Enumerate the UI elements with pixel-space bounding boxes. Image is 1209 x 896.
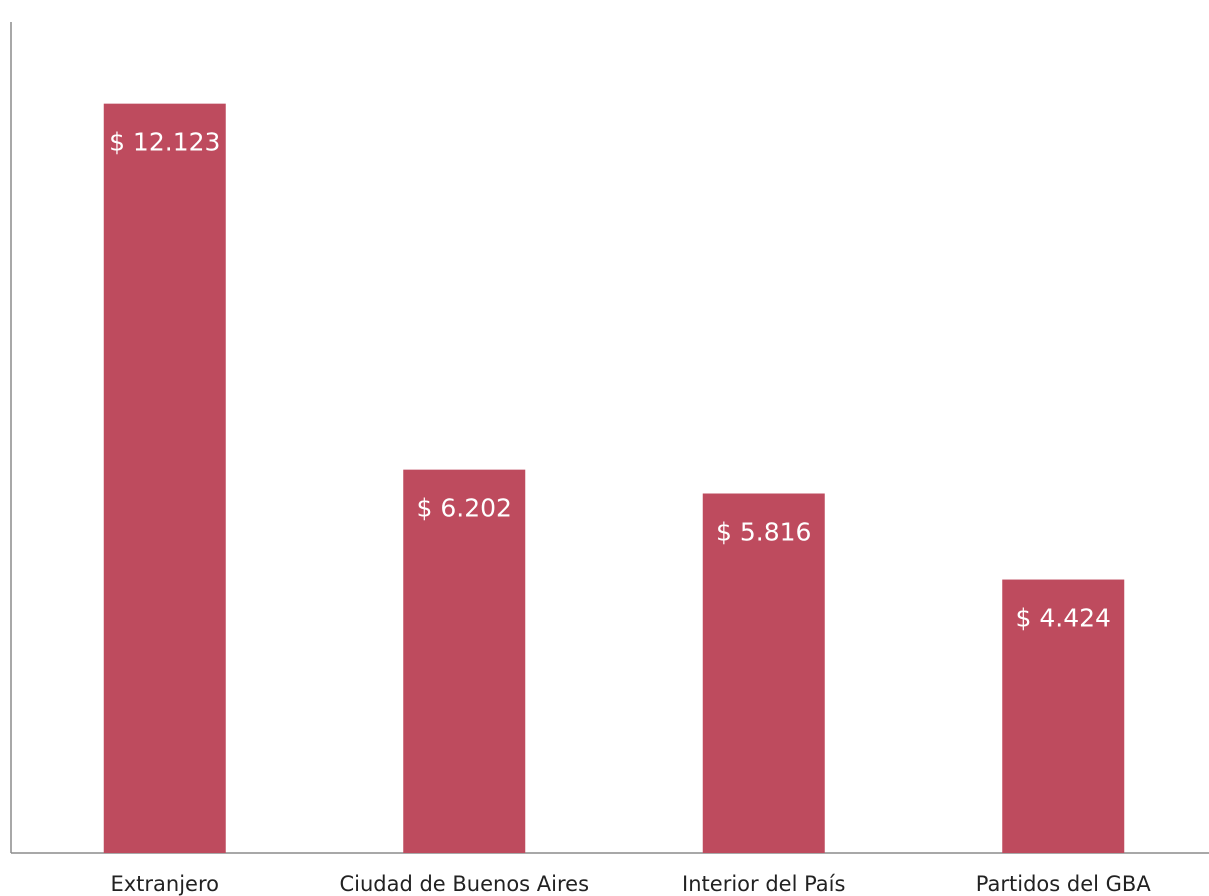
- category-label-1: Ciudad de Buenos Aires: [339, 872, 589, 896]
- bar-0: [103, 103, 226, 854]
- category-label-3: Partidos del GBA: [976, 872, 1152, 896]
- bar-3: [1002, 579, 1125, 853]
- bar-2: [702, 493, 825, 853]
- bar-1: [403, 469, 526, 853]
- category-label-0: Extranjero: [110, 872, 219, 896]
- data-label-3: $ 4.424: [1016, 604, 1111, 633]
- data-labels-group: $ 12.123 $ 6.202 $ 5.816 $ 4.424: [109, 128, 1111, 633]
- category-label-2: Interior del País: [682, 872, 845, 896]
- data-label-0: $ 12.123: [109, 128, 220, 157]
- category-labels-group: Extranjero Ciudad de Buenos Aires Interior…: [110, 872, 1151, 896]
- bars-group: [103, 103, 1125, 854]
- data-label-1: $ 6.202: [417, 494, 512, 523]
- data-label-2: $ 5.816: [716, 518, 811, 547]
